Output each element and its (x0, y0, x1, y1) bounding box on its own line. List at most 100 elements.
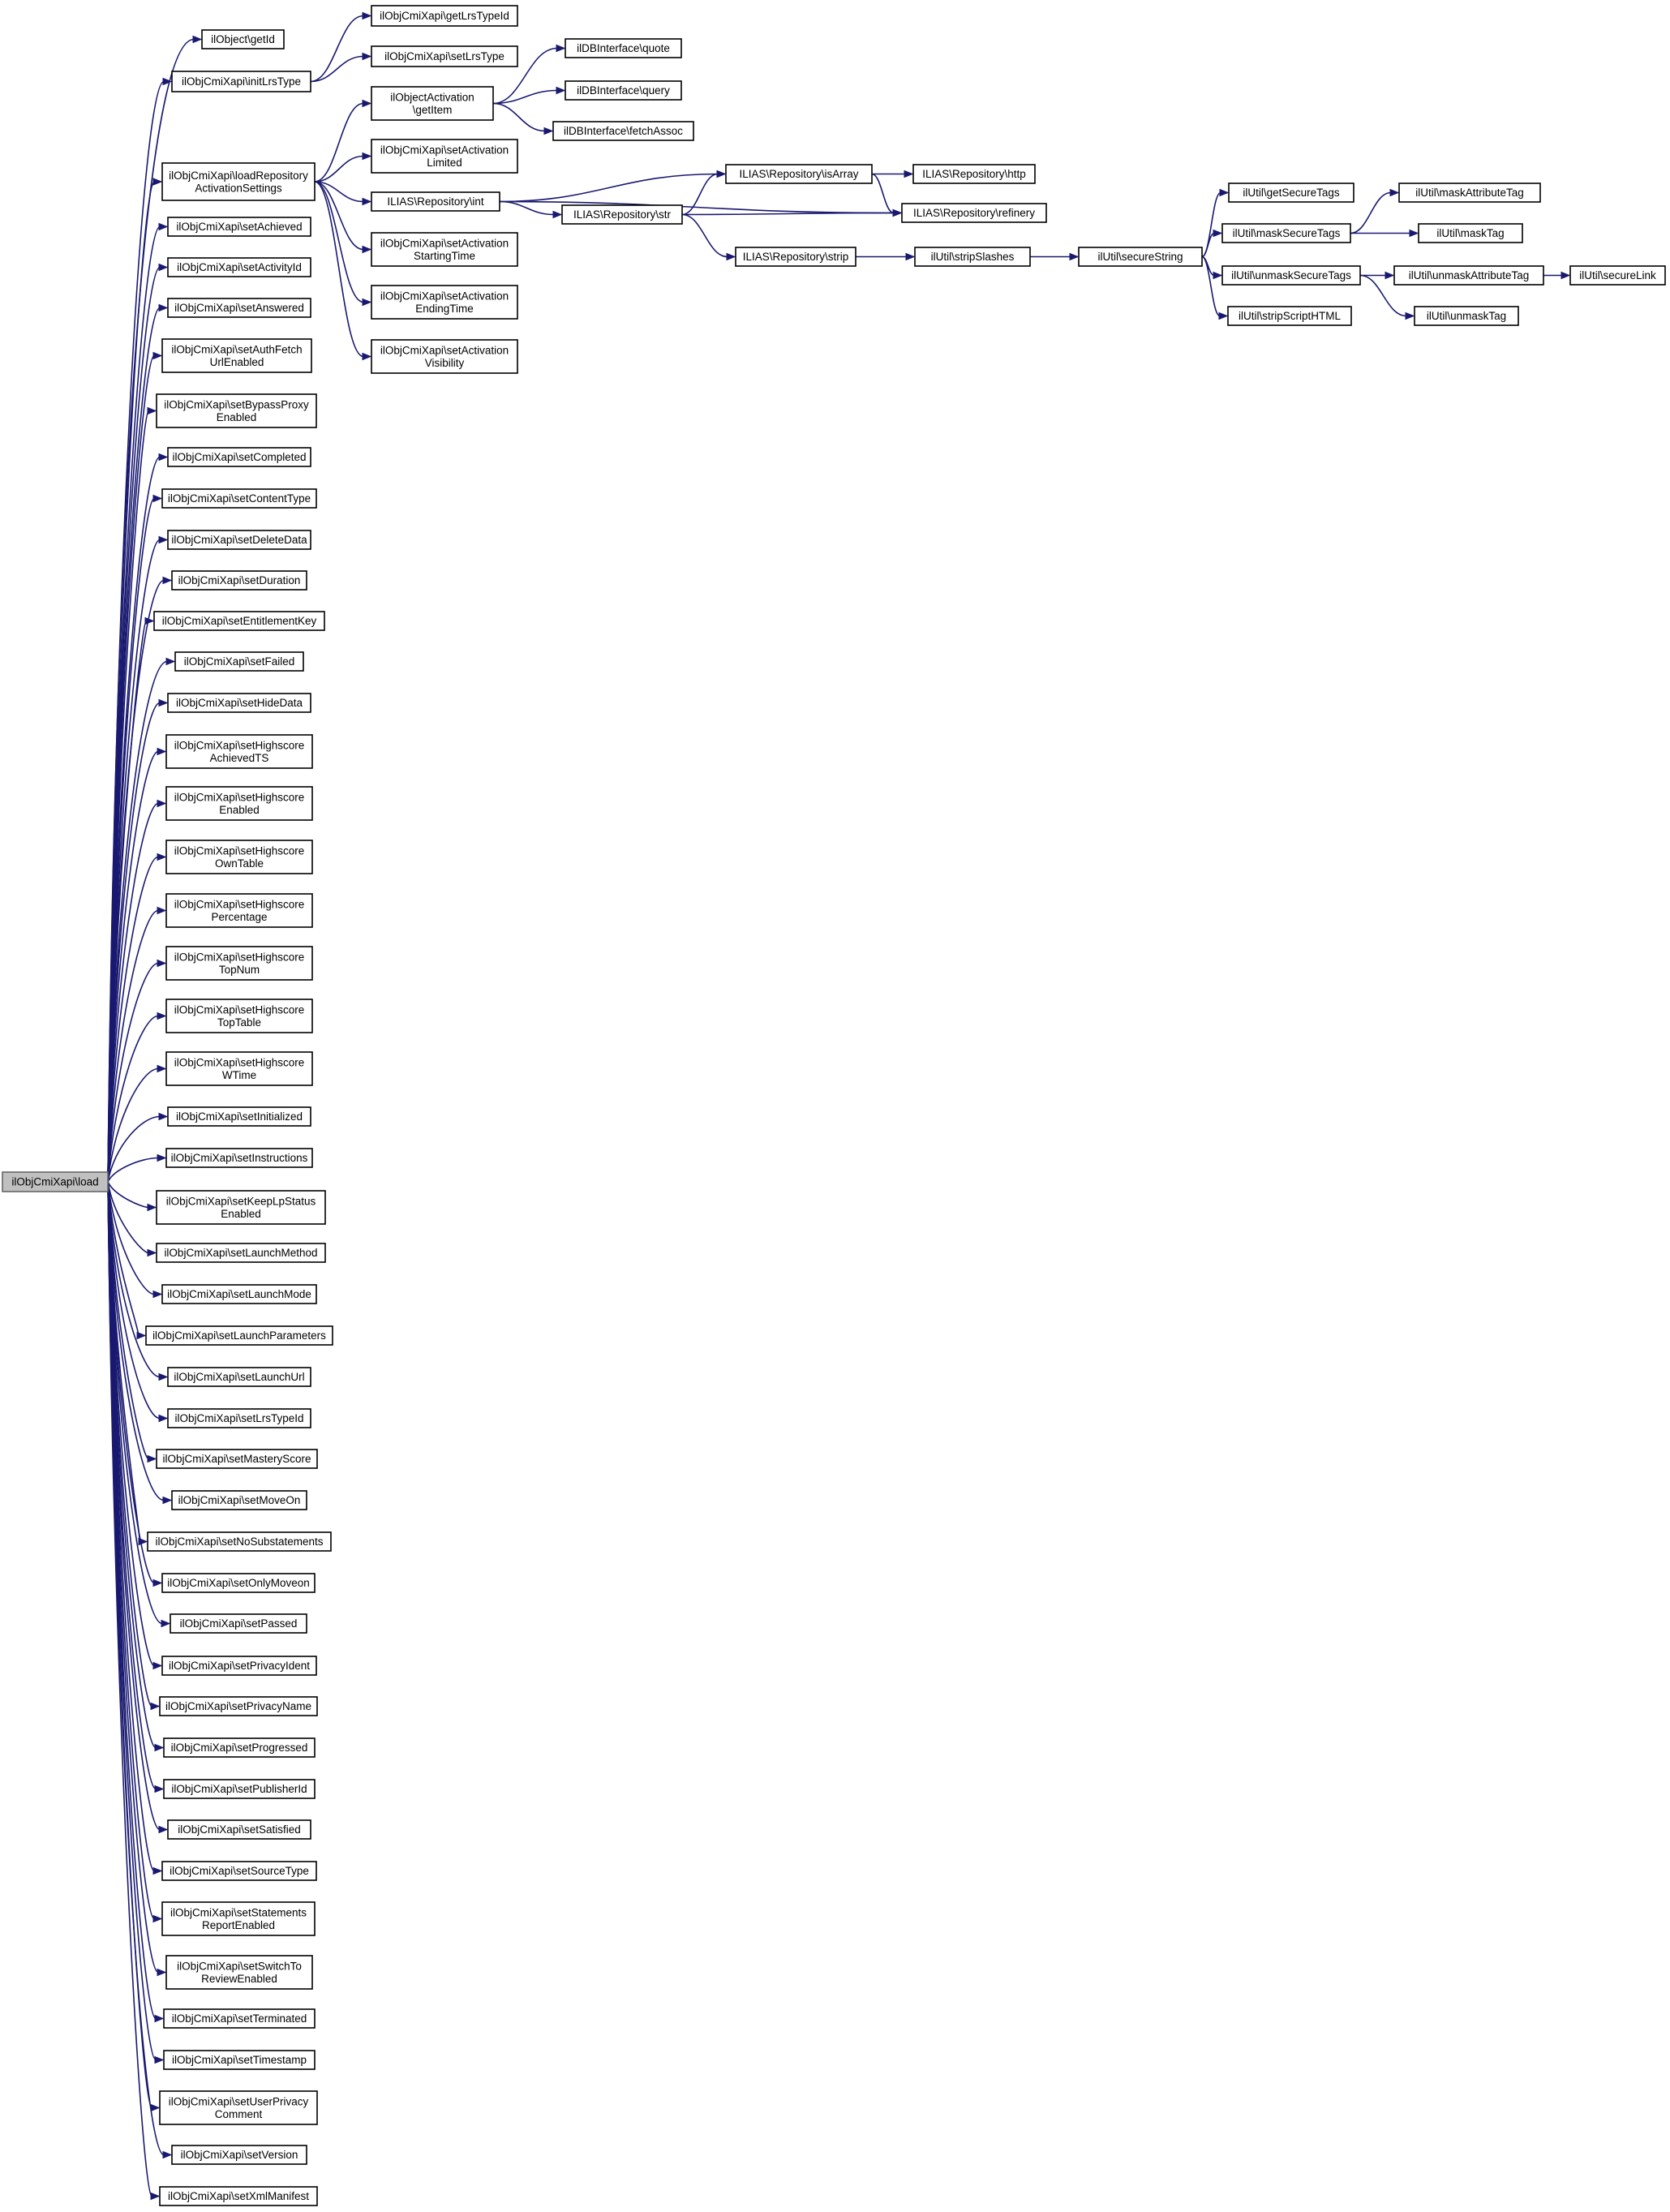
node-box (159, 2186, 318, 2206)
node-set-achieved[interactable]: ilObjCmiXapi\setAchieved (167, 217, 311, 237)
node-query[interactable]: ilDBInterface\query (565, 80, 682, 101)
node-set-progressed[interactable]: ilObjCmiXapi\setProgressed (163, 1737, 316, 1758)
node-set-lrs-type[interactable]: ilObjCmiXapi\setLrsType (371, 45, 518, 67)
node-set-timestamp[interactable]: ilObjCmiXapi\setTimestamp (163, 2050, 316, 2070)
node-box (161, 488, 317, 509)
call-edge (314, 181, 372, 254)
node-set-launch-method[interactable]: ilObjCmiXapi\setLaunchMethod (156, 1243, 326, 1263)
node-set-privacy-name[interactable]: ilObjCmiXapi\setPrivacyName (159, 1696, 318, 1716)
node-http[interactable]: ILIAS\Repository\http (912, 164, 1036, 184)
node-label: ilObjCmiXapi\load (11, 1176, 98, 1188)
node-label: ilObjCmiXapi\setDeleteData (171, 534, 307, 546)
node-init-lrs-type[interactable]: ilObjCmiXapi\initLrsType (171, 71, 311, 92)
node-unmask-attribute-tag[interactable]: ilUtil\unmaskAttributeTag (1393, 265, 1544, 286)
node-refinery[interactable]: ILIAS\Repository\refinery (901, 203, 1047, 223)
node-set-passed[interactable]: ilObjCmiXapi\setPassed (170, 1613, 307, 1634)
node-set-xml-manifest[interactable]: ilObjCmiXapi\setXmlManifest (159, 2186, 318, 2206)
arrowhead (158, 1112, 169, 1121)
node-is-array[interactable]: ILIAS\Repository\isArray (725, 164, 873, 184)
node-set-launch-parameters[interactable]: ilObjCmiXapi\setLaunchParameters (145, 1325, 333, 1346)
node-strip-slashes[interactable]: ilUtil\stripSlashes (914, 247, 1031, 267)
arrowhead (362, 245, 372, 254)
node-unmask-tag[interactable]: ilUtil\unmaskTag (1414, 306, 1519, 326)
node-set-delete-data[interactable]: ilObjCmiXapi\setDeleteData (167, 530, 311, 550)
root-node-load[interactable]: ilObjCmiXapi\load (2, 1171, 109, 1192)
node-label: ilDBInterface\fetchAssoc (564, 125, 683, 137)
node-set-version[interactable]: ilObjCmiXapi\setVersion (171, 2145, 307, 2165)
node-set-instructions[interactable]: ilObjCmiXapi\setInstructions (165, 1148, 313, 1168)
node-set-mastery-score[interactable]: ilObjCmiXapi\setMasteryScore (156, 1449, 318, 1469)
node-set-lrs-type-id[interactable]: ilObjCmiXapi\setLrsTypeId (167, 1408, 311, 1428)
node-get-secure-tags[interactable]: ilUtil\getSecureTags (1228, 183, 1354, 203)
node-get-id[interactable]: ilObject\getId (201, 29, 285, 49)
node-set-duration[interactable]: ilObjCmiXapi\setDuration (171, 570, 307, 591)
edge-line (107, 1015, 159, 1183)
node-label: ilObjCmiXapi\setLaunchParameters (152, 1329, 326, 1342)
node-repo-strip[interactable]: ILIAS\Repository\strip (735, 247, 856, 267)
node-set-no-substatements[interactable]: ilObjCmiXapi\setNoSubstatements (147, 1531, 332, 1552)
node-label: Visibility (425, 357, 465, 369)
node-box (171, 2145, 307, 2165)
node-set-move-on[interactable]: ilObjCmiXapi\setMoveOn (171, 1490, 307, 1510)
node-set-completed[interactable]: ilObjCmiXapi\setCompleted (167, 447, 311, 467)
node-unmask-secure-tags[interactable]: ilUtil\unmaskSecureTags (1221, 265, 1361, 286)
node-fetch-assoc[interactable]: ilDBInterface\fetchAssoc (552, 121, 694, 141)
node-load-repo[interactable]: ilObjCmiXapi\loadRepositoryActivationSet… (161, 162, 316, 201)
node-label: ilObjCmiXapi\setStatements (170, 1906, 307, 1918)
node-set-privacy-ident[interactable]: ilObjCmiXapi\setPrivacyIdent (161, 1656, 317, 1676)
node-set-hide-data[interactable]: ilObjCmiXapi\setHideData (167, 693, 311, 713)
node-box (163, 2050, 316, 2070)
node-repo-str[interactable]: ILIAS\Repository\str (561, 204, 683, 225)
node-set-launch-mode[interactable]: ilObjCmiXapi\setLaunchMode (161, 1284, 317, 1304)
node-set-initialized[interactable]: ilObjCmiXapi\setInitialized (167, 1106, 311, 1127)
node-set-terminated[interactable]: ilObjCmiXapi\setTerminated (163, 2008, 316, 2029)
node-box (156, 1190, 326, 1225)
node-set-source-type[interactable]: ilObjCmiXapi\setSourceType (161, 1861, 317, 1881)
node-box (161, 1284, 317, 1304)
node-set-satisfied[interactable]: ilObjCmiXapi\setSatisfied (167, 1819, 311, 1840)
node-box (371, 285, 518, 320)
node-mask-tag[interactable]: ilUtil\maskTag (1418, 223, 1523, 243)
node-label: ilObjCmiXapi\setDuration (178, 574, 301, 586)
node-secure-link[interactable]: ilUtil\secureLink (1569, 265, 1666, 286)
node-set-failed[interactable]: ilObjCmiXapi\setFailed (174, 651, 304, 672)
node-mask-secure-tags[interactable]: ilUtil\maskSecureTags (1221, 223, 1351, 243)
node-set-answered[interactable]: ilObjCmiXapi\setAnswered (167, 298, 311, 318)
node-set-content-type[interactable]: ilObjCmiXapi\setContentType (161, 488, 317, 509)
node-label: ilObjCmiXapi\setLaunchMethod (164, 1247, 317, 1259)
node-box (163, 2008, 316, 2029)
node-strip-script-h-t-m-l[interactable]: ilUtil\stripScriptHTML (1227, 306, 1352, 326)
node-set-launch-url[interactable]: ilObjCmiXapi\setLaunchUrl (167, 1367, 311, 1387)
node-repo-int[interactable]: ILIAS\Repository\int (371, 191, 500, 212)
node-secure-string[interactable]: ilUtil\secureString (1078, 247, 1203, 267)
node-get-item[interactable]: ilObjectActivation\getItem (371, 86, 494, 121)
node-label: ilObjCmiXapi\setPrivacyIdent (169, 1660, 310, 1672)
node-set-activity-id[interactable]: ilObjCmiXapi\setActivityId (167, 257, 311, 277)
node-set-only-moveon[interactable]: ilObjCmiXapi\setOnlyMoveon (161, 1573, 316, 1593)
node-quote[interactable]: ilDBInterface\quote (565, 38, 682, 58)
node-mask-attribute-tag[interactable]: ilUtil\maskAttributeTag (1398, 183, 1541, 203)
node-get-lrs-type-id[interactable]: ilObjCmiXapi\getLrsTypeId (371, 5, 518, 27)
node-label: TopTable (217, 1016, 261, 1029)
node-set-publisher-id[interactable]: ilObjCmiXapi\setPublisherId (163, 1779, 316, 1799)
node-box (2, 1171, 109, 1192)
node-set-entitlement-key[interactable]: ilObjCmiXapi\setEntitlementKey (153, 611, 325, 631)
arrowhead (150, 2103, 161, 2112)
